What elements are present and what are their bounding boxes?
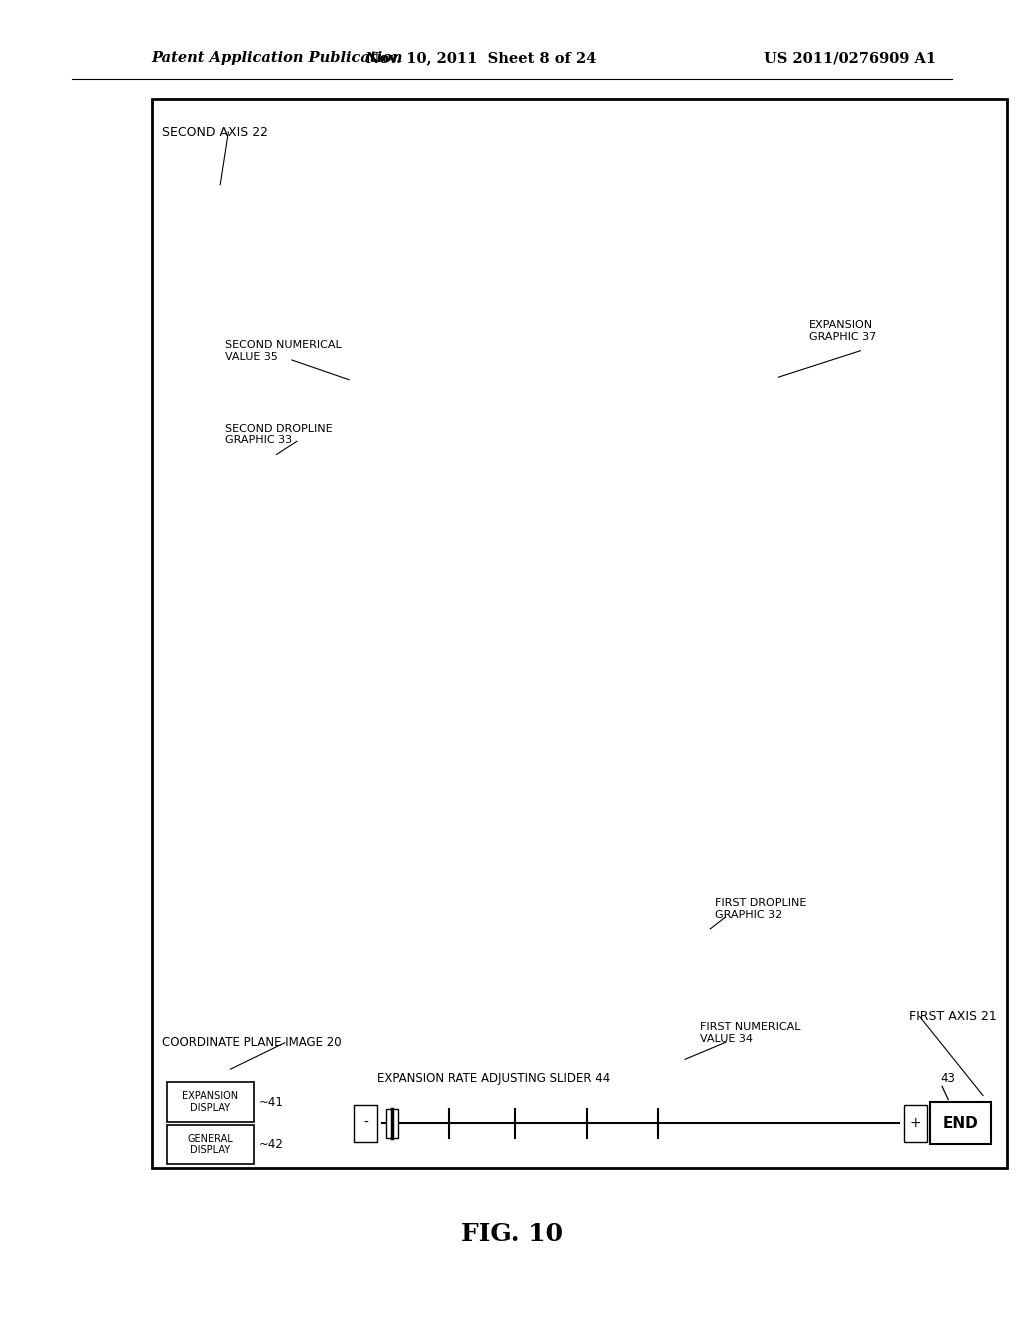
Text: ~42: ~42 xyxy=(259,1138,284,1151)
Text: UNDERWEIGHT: UNDERWEIGHT xyxy=(368,1006,467,1019)
X-axis label: HEIGHT(cm): HEIGHT(cm) xyxy=(557,1121,641,1135)
Text: NORMAL: NORMAL xyxy=(389,865,445,878)
Text: Nov. 10, 2011  Sheet 8 of 24: Nov. 10, 2011 Sheet 8 of 24 xyxy=(367,51,596,65)
Text: EXPANSION
DISPLAY: EXPANSION DISPLAY xyxy=(182,1092,239,1113)
Text: 165: 165 xyxy=(589,399,609,409)
Text: 170: 170 xyxy=(665,399,685,409)
Text: FIRST AXIS 21: FIRST AXIS 21 xyxy=(908,1010,996,1023)
Text: SECOND NUMERICAL
VALUE 35: SECOND NUMERICAL VALUE 35 xyxy=(225,341,342,362)
Text: Patent Application Publication: Patent Application Publication xyxy=(152,51,403,65)
Text: SECOND AXIS 22: SECOND AXIS 22 xyxy=(162,125,268,139)
Text: FIRST DROPLINE
GRAPHIC 32: FIRST DROPLINE GRAPHIC 32 xyxy=(716,899,807,920)
Text: EXPANSION
GRAPHIC 37: EXPANSION GRAPHIC 37 xyxy=(809,321,877,342)
Bar xyxy=(577,370,773,399)
Y-axis label: WEIGHT(kg): WEIGHT(kg) xyxy=(164,598,177,682)
Text: GENERAL
DISPLAY: GENERAL DISPLAY xyxy=(187,1134,233,1155)
Text: FIRST NUMERICAL
VALUE 34: FIRST NUMERICAL VALUE 34 xyxy=(700,1022,801,1044)
Text: 85.0: 85.0 xyxy=(319,378,348,391)
Text: 175: 175 xyxy=(740,399,761,409)
Text: 24: 24 xyxy=(735,788,752,800)
Text: COORDINATE PLANE IMAGE 20: COORDINATE PLANE IMAGE 20 xyxy=(162,1036,341,1049)
Text: FIG. 10: FIG. 10 xyxy=(461,1222,563,1246)
Text: 31: 31 xyxy=(678,370,691,379)
Text: ~41: ~41 xyxy=(259,1096,284,1109)
Text: OVERWEIGHT: OVERWEIGHT xyxy=(524,609,613,620)
Text: US 2011/0276909 A1: US 2011/0276909 A1 xyxy=(764,51,936,65)
Text: -: - xyxy=(364,1117,368,1130)
Text: 43: 43 xyxy=(940,1072,955,1085)
Text: +: + xyxy=(909,1117,922,1130)
Text: 84.5: 84.5 xyxy=(551,385,574,395)
Text: 170: 170 xyxy=(663,1060,687,1072)
Text: 85.0: 85.0 xyxy=(551,379,574,389)
Text: EXPANSION RATE ADJUSTING SLIDER 44: EXPANSION RATE ADJUSTING SLIDER 44 xyxy=(377,1072,610,1085)
Text: 85.5: 85.5 xyxy=(551,372,574,383)
Text: SECOND DROPLINE
GRAPHIC 33: SECOND DROPLINE GRAPHIC 33 xyxy=(225,424,333,445)
Text: END: END xyxy=(943,1115,978,1131)
Bar xyxy=(577,370,773,399)
